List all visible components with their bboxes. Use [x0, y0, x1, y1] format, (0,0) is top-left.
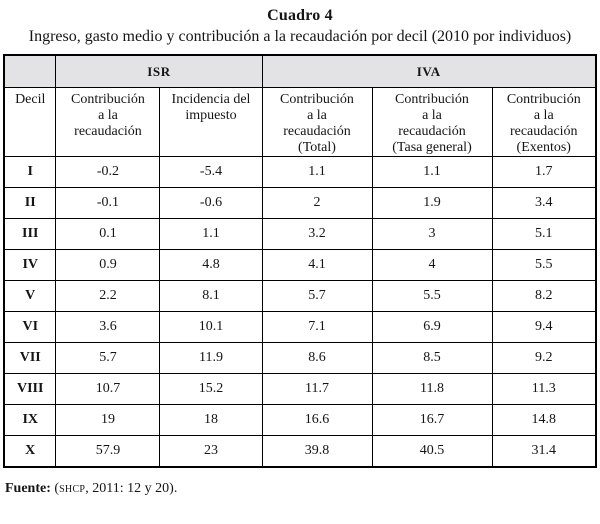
table-row: VIII 10.7 15.2 11.7 11.8 11.3	[3, 372, 597, 405]
value-cell: 8.6	[261, 341, 373, 374]
value-cell: 14.8	[491, 403, 597, 436]
value-cell: 9.2	[491, 341, 597, 374]
table-row: IV 0.9 4.8 4.1 4 5.5	[3, 248, 597, 281]
value-cell: 23	[159, 434, 263, 468]
page-subtitle: Ingreso, gasto medio y contribución a la…	[28, 28, 572, 45]
decil-cell: I	[3, 155, 57, 188]
table-row: IX 19 18 16.6 16.7 14.8	[3, 403, 597, 436]
decil-cell: X	[3, 434, 57, 468]
value-cell: 11.9	[159, 341, 263, 374]
value-cell: 5.5	[491, 248, 597, 281]
decil-cell: IV	[3, 248, 57, 281]
value-cell: 3.2	[261, 217, 373, 250]
table-row: I -0.2 -5.4 1.1 1.1 1.7	[3, 155, 597, 188]
decil-cell: VIII	[3, 372, 57, 405]
value-cell: 1.1	[159, 217, 263, 250]
table-row: VII 5.7 11.9 8.6 8.5 9.2	[3, 341, 597, 374]
value-cell: 57.9	[55, 434, 161, 468]
decil-cell: III	[3, 217, 57, 250]
value-cell: 11.3	[491, 372, 597, 405]
group-header-iva: IVA	[261, 54, 597, 88]
value-cell: 2	[261, 186, 373, 219]
value-cell: 16.6	[261, 403, 373, 436]
column-header-iva-total: Contribución a la recaudación (Total)	[261, 87, 373, 157]
value-cell: 0.1	[55, 217, 161, 250]
value-cell: 5.7	[261, 279, 373, 312]
value-cell: 10.1	[159, 310, 263, 343]
value-cell: 4	[371, 248, 493, 281]
value-cell: -0.1	[55, 186, 161, 219]
value-cell: 18	[159, 403, 263, 436]
column-header-iva-tasa-general: Contribución a la recaudación (Tasa gene…	[371, 87, 493, 157]
decil-cell: IX	[3, 403, 57, 436]
value-cell: 7.1	[261, 310, 373, 343]
source-post: , 2011: 12 y 20).	[85, 480, 178, 496]
column-header-isr-contribucion: Contribución a la recaudación	[55, 87, 161, 157]
value-cell: 10.7	[55, 372, 161, 405]
value-cell: -0.6	[159, 186, 263, 219]
table-row: VI 3.6 10.1 7.1 6.9 9.4	[3, 310, 597, 343]
source-acronym: shcp	[59, 480, 86, 496]
page-title: Cuadro 4	[267, 7, 333, 24]
value-cell: 4.8	[159, 248, 263, 281]
value-cell: 5.5	[371, 279, 493, 312]
column-header-isr-incidencia: Incidencia del impuesto	[159, 87, 263, 157]
decil-cell: VII	[3, 341, 57, 374]
table-row: III 0.1 1.1 3.2 3 5.1	[3, 217, 597, 250]
group-header-isr: ISR	[55, 54, 263, 88]
value-cell: 15.2	[159, 372, 263, 405]
value-cell: 6.9	[371, 310, 493, 343]
value-cell: -0.2	[55, 155, 161, 188]
value-cell: 2.2	[55, 279, 161, 312]
value-cell: 1.1	[371, 155, 493, 188]
value-cell: 1.7	[491, 155, 597, 188]
table-body: I -0.2 -5.4 1.1 1.1 1.7 II -0.1 -0.6 2 1.9 3.4 III 0.…	[3, 155, 597, 468]
value-cell: 16.7	[371, 403, 493, 436]
source-label: Fuente:	[5, 480, 51, 496]
value-cell: 11.7	[261, 372, 373, 405]
decil-cell: II	[3, 186, 57, 219]
value-cell: 11.8	[371, 372, 493, 405]
value-cell: 9.4	[491, 310, 597, 343]
value-cell: -5.4	[159, 155, 263, 188]
column-header-iva-exentos: Contribución a la recaudación (Exentos)	[491, 87, 597, 157]
column-header-row: Decil Contribución a la recaudación Inci…	[3, 87, 597, 157]
value-cell: 5.1	[491, 217, 597, 250]
value-cell: 0.9	[55, 248, 161, 281]
value-cell: 4.1	[261, 248, 373, 281]
decil-cell: V	[3, 279, 57, 312]
corner-cell	[3, 54, 57, 88]
value-cell: 19	[55, 403, 161, 436]
value-cell: 31.4	[491, 434, 597, 468]
source-pre: (	[50, 480, 60, 496]
group-header-row: ISR IVA	[3, 54, 597, 88]
value-cell: 39.8	[261, 434, 373, 468]
source-note: Fuente: (shcp, 2011: 12 y 20).	[5, 481, 600, 497]
value-cell: 8.2	[491, 279, 597, 312]
value-cell: 1.1	[261, 155, 373, 188]
value-cell: 3.6	[55, 310, 161, 343]
value-cell: 3.4	[491, 186, 597, 219]
column-header-decil: Decil	[3, 87, 57, 157]
table-row: II -0.1 -0.6 2 1.9 3.4	[3, 186, 597, 219]
table-row: X 57.9 23 39.8 40.5 31.4	[3, 434, 597, 468]
value-cell: 40.5	[371, 434, 493, 468]
value-cell: 1.9	[371, 186, 493, 219]
value-cell: 5.7	[55, 341, 161, 374]
table-row: V 2.2 8.1 5.7 5.5 8.2	[3, 279, 597, 312]
value-cell: 8.1	[159, 279, 263, 312]
value-cell: 8.5	[371, 341, 493, 374]
value-cell: 3	[371, 217, 493, 250]
decil-cell: VI	[3, 310, 57, 343]
data-table: ISR IVA Decil Contribución a la recaudac…	[2, 54, 598, 468]
